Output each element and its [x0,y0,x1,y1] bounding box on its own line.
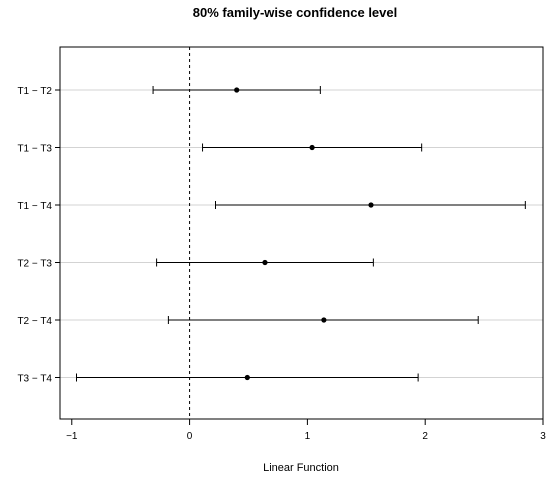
plot-frame [59,46,544,420]
x-axis-label: Linear Function [263,462,339,474]
x-tick-label: 0 [187,431,193,442]
estimate-point [368,202,374,208]
y-tick-label: T2 − T4 [17,316,52,327]
estimate-point [321,317,327,323]
x-tick-label: 3 [540,431,546,442]
x-tick-label: 2 [422,431,428,442]
y-tick-label: T1 − T4 [17,201,52,212]
chart-title: 80% family-wise confidence level [193,5,397,20]
x-tick-label: 1 [305,431,311,442]
estimate-point [309,144,315,151]
y-tick-label: T1 − T3 [17,144,52,155]
y-tick-label: T1 − T2 [17,86,52,97]
x-tick-label: −1 [66,431,78,442]
estimate-point [244,374,250,381]
estimate-point [262,259,268,266]
y-tick-label: T2 − T3 [17,259,52,270]
y-tick-label: T3 − T4 [17,374,52,385]
plot-area: T1 − T2 T1 − T3 T1 − T4 T2 − T3 T2 − T4 T3 − … [17,46,546,442]
estimate-point [234,87,240,93]
